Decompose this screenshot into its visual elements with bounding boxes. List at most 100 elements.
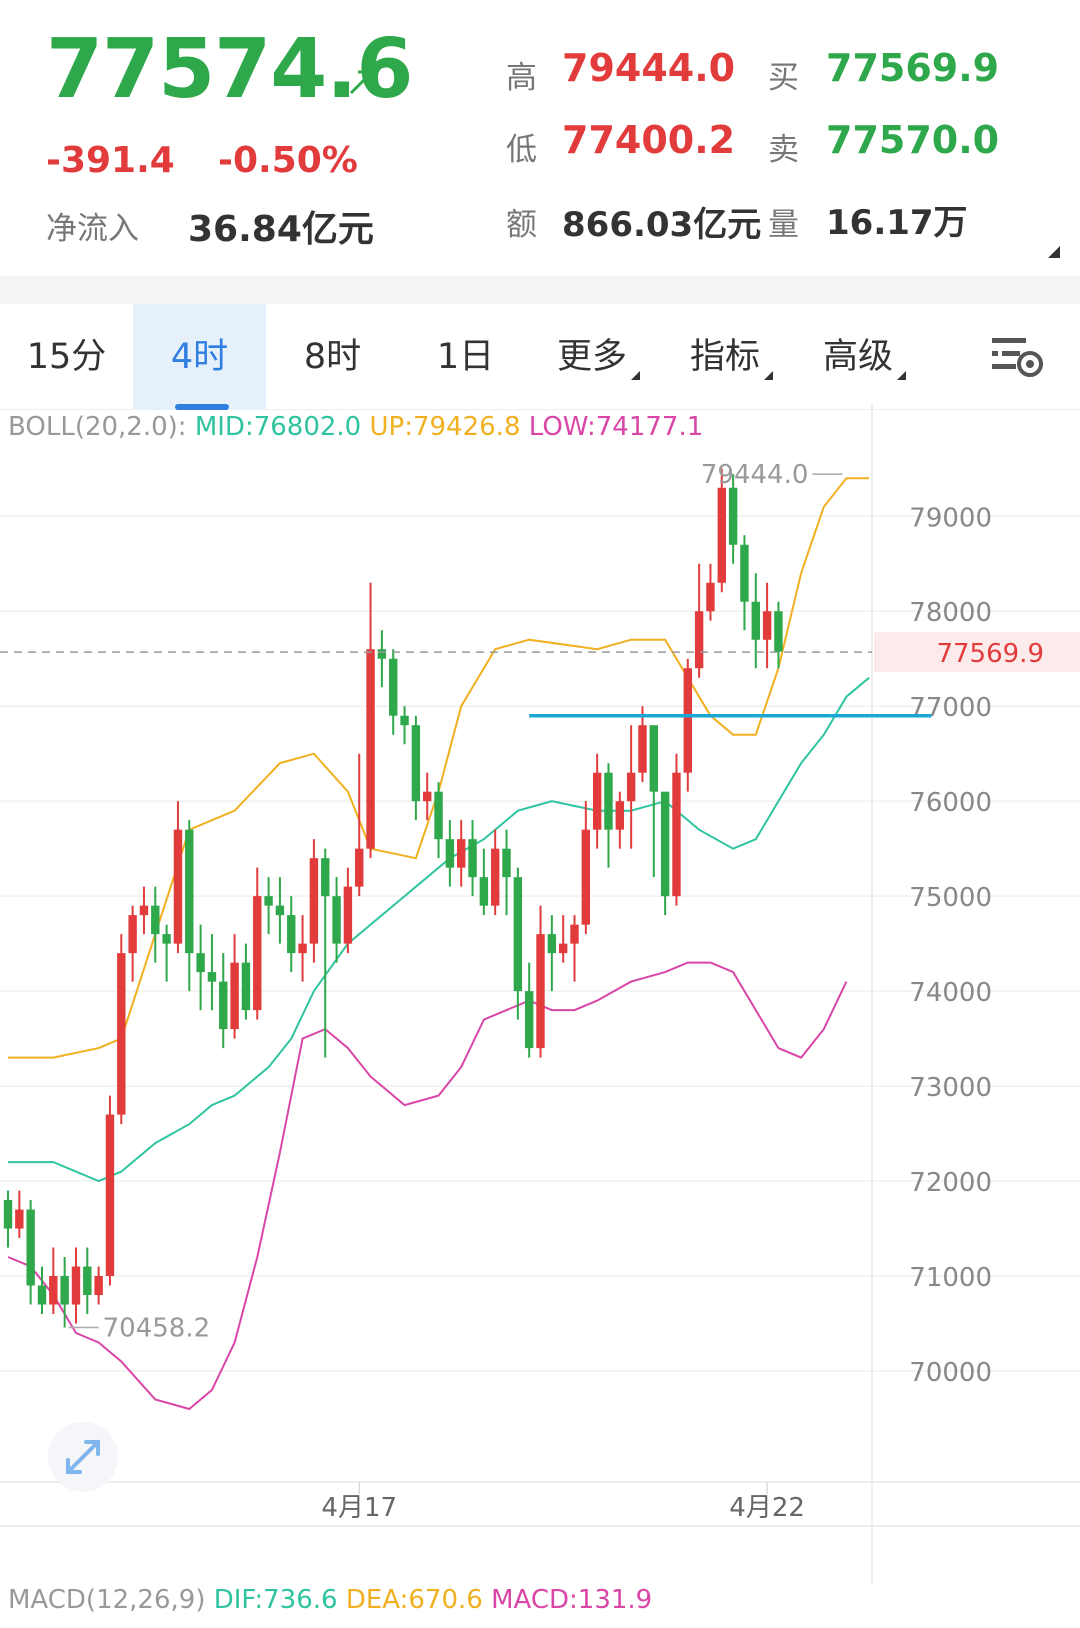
y-tick-label: 79000 bbox=[909, 503, 992, 533]
y-tick-label: 70000 bbox=[909, 1358, 992, 1388]
tab-4h[interactable]: 4时 bbox=[133, 304, 266, 410]
candle-body bbox=[706, 582, 715, 612]
candle-body bbox=[264, 896, 273, 906]
y-tick-label: 71000 bbox=[909, 1263, 992, 1293]
candle-body bbox=[173, 829, 183, 944]
candle-body bbox=[230, 962, 239, 1030]
candle-body bbox=[400, 715, 409, 726]
volume-value: 16.17万 bbox=[826, 203, 968, 243]
candle-body bbox=[128, 915, 137, 954]
candle-body bbox=[83, 1266, 92, 1296]
candle-body bbox=[751, 601, 760, 640]
macd-dif: DIF:736.6 bbox=[213, 1585, 338, 1615]
candle-body bbox=[287, 915, 296, 954]
candle-body bbox=[162, 934, 171, 944]
candle-body bbox=[524, 991, 534, 1049]
boll-low: LOW:74177.1 bbox=[528, 412, 704, 442]
candle-body bbox=[762, 611, 772, 640]
current-price-tag-bg bbox=[874, 632, 1080, 673]
candle-body bbox=[683, 668, 692, 773]
candle-body bbox=[139, 905, 149, 916]
candle-body bbox=[321, 858, 330, 897]
expand-quote-corner[interactable] bbox=[1048, 246, 1060, 258]
candle-body bbox=[513, 877, 523, 992]
candle-body bbox=[434, 791, 443, 840]
price-change: -391.4 bbox=[46, 140, 175, 181]
amount-value: 866.03亿元 bbox=[562, 205, 762, 245]
y-tick-label: 76000 bbox=[909, 788, 992, 818]
boll-upper-line bbox=[8, 477, 870, 1059]
candle-body bbox=[15, 1209, 24, 1229]
candle-body bbox=[151, 905, 160, 935]
candle-body bbox=[94, 1276, 103, 1296]
ask-value: 77570.0 bbox=[826, 118, 1000, 162]
kline-chart[interactable]: 79000 78000 77000 76000 75000 74000 73000 72000… bbox=[0, 404, 1080, 1584]
candle-body bbox=[366, 649, 375, 849]
macd-prefix: MACD(12,26,9) bbox=[8, 1585, 206, 1615]
candle-body bbox=[490, 848, 500, 906]
candle-body bbox=[502, 848, 511, 878]
boll-up: UP:79426.8 bbox=[369, 412, 521, 442]
candle-body bbox=[615, 801, 625, 830]
tab-advanced[interactable]: 高级 bbox=[798, 304, 931, 410]
dropdown-triangle-icon bbox=[897, 371, 906, 380]
tab-indicators[interactable]: 指标 bbox=[665, 304, 798, 410]
candle-body bbox=[343, 886, 353, 944]
candle-body bbox=[423, 791, 432, 802]
candle-body bbox=[3, 1200, 13, 1229]
bid-value: 77569.9 bbox=[826, 46, 1000, 90]
tab-more[interactable]: 更多 bbox=[532, 304, 665, 410]
candle-body bbox=[26, 1209, 35, 1286]
candle-body bbox=[298, 943, 307, 954]
candle-body bbox=[626, 772, 636, 802]
y-tick-label: 77000 bbox=[909, 693, 992, 723]
expand-arrows-icon[interactable] bbox=[48, 1422, 118, 1492]
candle-body bbox=[649, 725, 659, 792]
dropdown-triangle-icon bbox=[631, 371, 640, 380]
chart-settings-icon[interactable] bbox=[990, 334, 1046, 384]
interval-tabs: 15分 4时 8时 1日 更多 指标 高级 bbox=[0, 304, 1080, 410]
candle-body bbox=[536, 934, 545, 1049]
candle-body bbox=[445, 839, 455, 868]
boll-lower-line bbox=[7, 961, 848, 1411]
candle-body bbox=[332, 896, 341, 944]
active-tab-indicator bbox=[175, 404, 229, 410]
candle-body bbox=[105, 1114, 115, 1277]
candle-body bbox=[604, 772, 613, 830]
net-inflow-value: 36.84亿元 bbox=[188, 209, 374, 250]
candle-body bbox=[581, 829, 591, 925]
quote-panel: 77574.6 -391.4 -0.50% 净流入 36.84亿元 高 7944… bbox=[0, 0, 1080, 275]
candle-body bbox=[547, 934, 557, 954]
price-change-pct: -0.50% bbox=[218, 140, 358, 181]
trend-up-arrow-icon bbox=[348, 68, 376, 100]
candle-body bbox=[309, 858, 319, 944]
y-tick-label: 73000 bbox=[909, 1073, 992, 1103]
ask-label: 卖 bbox=[768, 132, 799, 168]
candle-body bbox=[71, 1266, 81, 1305]
tab-1d[interactable]: 1日 bbox=[436, 337, 495, 377]
candle-body bbox=[468, 839, 477, 878]
y-tick-label: 78000 bbox=[909, 598, 992, 628]
last-price: 77574.6 bbox=[46, 22, 413, 117]
candle-body bbox=[479, 877, 489, 906]
candle-body bbox=[275, 905, 285, 916]
high-label: 高 bbox=[506, 60, 537, 96]
dropdown-triangle-icon bbox=[764, 371, 773, 380]
y-tick-label: 74000 bbox=[909, 978, 992, 1008]
candle-body bbox=[411, 725, 421, 802]
tab-8h[interactable]: 8时 bbox=[303, 337, 362, 377]
candle-body bbox=[672, 772, 681, 897]
y-tick-label: 75000 bbox=[909, 883, 992, 913]
candle-body bbox=[196, 953, 205, 973]
candle-body bbox=[389, 658, 398, 716]
boll-legend: BOLL(20,2.0): MID:76802.0 UP:79426.8 LOW… bbox=[8, 412, 703, 442]
macd-legend: MACD(12,26,9) DIF:736.6 DEA:670.6 MACD:1… bbox=[8, 1585, 652, 1615]
candle-body bbox=[728, 487, 738, 545]
min-price-label: 70458.2 bbox=[103, 1313, 211, 1343]
candle-body bbox=[60, 1276, 69, 1305]
low-value: 77400.2 bbox=[562, 118, 736, 162]
candle-body bbox=[717, 487, 726, 583]
candle-body bbox=[37, 1285, 47, 1305]
tab-15min[interactable]: 15分 bbox=[26, 337, 107, 377]
y-tick-label: 72000 bbox=[909, 1168, 992, 1198]
